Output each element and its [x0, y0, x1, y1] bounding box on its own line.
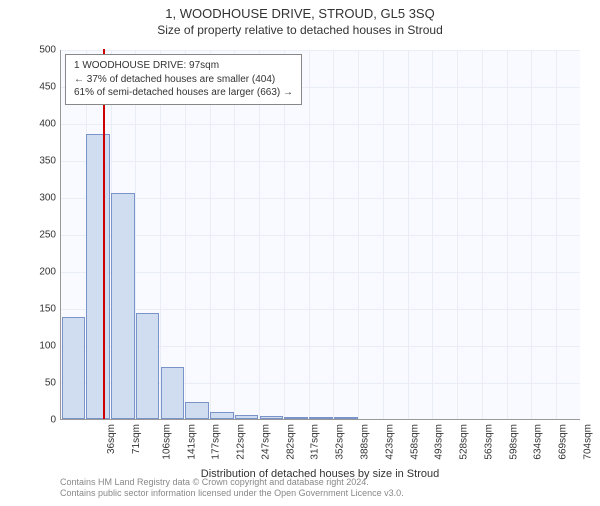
y-tick-label: 500	[26, 45, 56, 56]
x-tick-label: 247sqm	[261, 424, 272, 460]
footer-line-2: Contains public sector information licen…	[60, 488, 404, 500]
x-tick-label: 563sqm	[483, 424, 494, 460]
info-line-2: ← 37% of detached houses are smaller (40…	[74, 73, 293, 87]
gridline-v	[358, 50, 359, 419]
y-tick-label: 150	[26, 304, 56, 315]
gridline-v	[185, 50, 186, 419]
gridline-v	[457, 50, 458, 419]
gridline-h	[61, 272, 580, 273]
x-tick-label: 669sqm	[558, 424, 569, 460]
x-tick-label: 493sqm	[434, 424, 445, 460]
histogram-bar	[260, 416, 284, 419]
x-tick-label: 317sqm	[310, 424, 321, 460]
histogram-bar	[111, 193, 135, 419]
property-marker-line	[103, 49, 105, 419]
y-tick-label: 350	[26, 156, 56, 167]
x-tick-label: 141sqm	[186, 424, 197, 460]
info-box: 1 WOODHOUSE DRIVE: 97sqm ← 37% of detach…	[65, 54, 302, 105]
histogram-bar	[210, 412, 234, 419]
x-tick-label: 458sqm	[409, 424, 420, 460]
y-tick-label: 450	[26, 82, 56, 93]
y-tick-label: 0	[26, 415, 56, 426]
gridline-v	[556, 50, 557, 419]
x-tick-label: 36sqm	[106, 424, 117, 454]
footer-attribution: Contains HM Land Registry data © Crown c…	[60, 477, 404, 500]
gridline-v	[432, 50, 433, 419]
gridline-v	[482, 50, 483, 419]
gridline-h	[61, 124, 580, 125]
histogram-bar	[86, 134, 110, 419]
gridline-v	[234, 50, 235, 419]
x-tick-label: 423sqm	[384, 424, 395, 460]
histogram-bar	[62, 317, 86, 419]
info-line-3: 61% of semi-detached houses are larger (…	[74, 86, 293, 100]
x-tick-label: 71sqm	[131, 424, 142, 454]
x-tick-label: 388sqm	[360, 424, 371, 460]
y-tick-label: 200	[26, 267, 56, 278]
x-tick-label: 528sqm	[459, 424, 470, 460]
x-tick-label: 177sqm	[211, 424, 222, 460]
gridline-v	[531, 50, 532, 419]
chart-subtitle: Size of property relative to detached ho…	[0, 23, 600, 37]
x-tick-label: 598sqm	[508, 424, 519, 460]
gridline-v	[210, 50, 211, 419]
histogram-bar	[309, 417, 333, 419]
y-tick-label: 50	[26, 378, 56, 389]
x-tick-label: 704sqm	[582, 424, 593, 460]
gridline-h	[61, 198, 580, 199]
gridline-v	[309, 50, 310, 419]
y-tick-label: 100	[26, 341, 56, 352]
histogram-bar	[334, 417, 358, 419]
gridline-v	[333, 50, 334, 419]
histogram-bar	[235, 415, 259, 419]
gridline-v	[160, 50, 161, 419]
x-tick-label: 352sqm	[335, 424, 346, 460]
gridline-h	[61, 161, 580, 162]
gridline-v	[408, 50, 409, 419]
gridline-v	[383, 50, 384, 419]
gridline-h	[61, 235, 580, 236]
chart-container: 1, WOODHOUSE DRIVE, STROUD, GL5 3SQ Size…	[0, 6, 600, 506]
x-tick-label: 106sqm	[161, 424, 172, 460]
gridline-v	[284, 50, 285, 419]
histogram-bar	[185, 402, 209, 419]
info-line-1: 1 WOODHOUSE DRIVE: 97sqm	[74, 59, 293, 73]
chart-area: Number of detached properties 1 WOODHOUS…	[60, 50, 580, 420]
x-tick-label: 282sqm	[285, 424, 296, 460]
gridline-h	[61, 309, 580, 310]
x-tick-label: 212sqm	[236, 424, 247, 460]
y-tick-label: 400	[26, 119, 56, 130]
gridline-v	[259, 50, 260, 419]
y-tick-label: 250	[26, 230, 56, 241]
plot-region: 1 WOODHOUSE DRIVE: 97sqm ← 37% of detach…	[60, 50, 580, 420]
gridline-h	[61, 50, 580, 51]
gridline-v	[507, 50, 508, 419]
histogram-bar	[161, 367, 185, 419]
histogram-bar	[136, 313, 160, 419]
chart-title: 1, WOODHOUSE DRIVE, STROUD, GL5 3SQ	[0, 6, 600, 21]
y-tick-label: 300	[26, 193, 56, 204]
x-tick-label: 634sqm	[533, 424, 544, 460]
histogram-bar	[284, 417, 308, 419]
footer-line-1: Contains HM Land Registry data © Crown c…	[60, 477, 404, 489]
